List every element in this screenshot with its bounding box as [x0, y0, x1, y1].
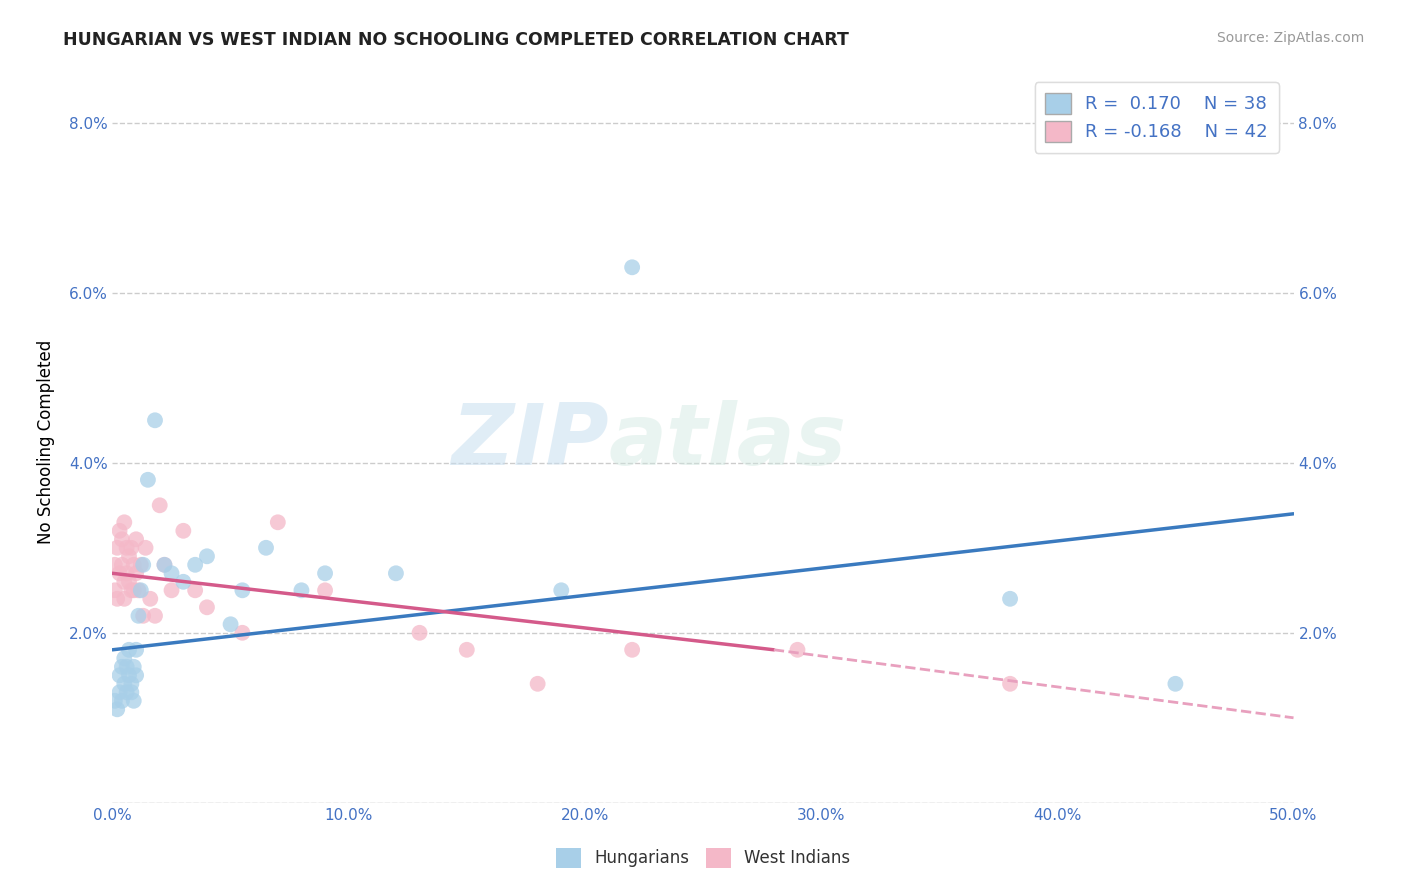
Point: [139, 591, 162, 606]
Point: [129, 583, 152, 598]
Point: [153, 558, 176, 572]
Point: [120, 685, 142, 699]
Point: [385, 566, 408, 581]
Point: [149, 498, 172, 512]
Point: [105, 541, 128, 555]
Point: [111, 558, 134, 572]
Text: ZIP: ZIP: [451, 400, 609, 483]
Point: [120, 583, 142, 598]
Text: HUNGARIAN VS WEST INDIAN NO SCHOOLING COMPLETED CORRELATION CHART: HUNGARIAN VS WEST INDIAN NO SCHOOLING CO…: [63, 31, 849, 49]
Point: [143, 608, 166, 623]
Point: [104, 694, 127, 708]
Point: [456, 642, 478, 657]
Point: [108, 524, 131, 538]
Point: [118, 549, 141, 564]
Point: [120, 541, 142, 555]
Point: [172, 524, 194, 538]
Point: [122, 660, 145, 674]
Text: Source: ZipAtlas.com: Source: ZipAtlas.com: [1216, 31, 1364, 45]
Point: [621, 260, 644, 275]
Point: [550, 583, 572, 598]
Point: [526, 677, 548, 691]
Point: [108, 668, 131, 682]
Point: [104, 583, 127, 598]
Point: [786, 642, 808, 657]
Point: [184, 558, 207, 572]
Point: [125, 533, 148, 547]
Point: [231, 625, 253, 640]
Point: [1164, 677, 1187, 691]
Point: [132, 558, 155, 572]
Point: [111, 694, 134, 708]
Point: [105, 591, 128, 606]
Point: [998, 591, 1021, 606]
Point: [115, 660, 138, 674]
Point: [108, 685, 131, 699]
Point: [125, 566, 148, 581]
Point: [120, 677, 142, 691]
Point: [184, 583, 207, 598]
Point: [111, 533, 134, 547]
Point: [254, 541, 277, 555]
Point: [112, 574, 135, 589]
Point: [118, 668, 141, 682]
Legend: Hungarians, West Indians: Hungarians, West Indians: [550, 841, 856, 875]
Point: [112, 677, 135, 691]
Point: [132, 608, 155, 623]
Point: [127, 583, 149, 598]
Point: [172, 574, 194, 589]
Point: [408, 625, 430, 640]
Point: [104, 558, 127, 572]
Point: [998, 677, 1021, 691]
Legend: R =  0.170    N = 38, R = -0.168    N = 42: R = 0.170 N = 38, R = -0.168 N = 42: [1035, 82, 1278, 153]
Point: [122, 558, 145, 572]
Point: [195, 549, 218, 564]
Point: [122, 694, 145, 708]
Point: [112, 516, 135, 530]
Point: [125, 642, 148, 657]
Point: [314, 583, 336, 598]
Point: [143, 413, 166, 427]
Text: atlas: atlas: [609, 400, 846, 483]
Point: [219, 617, 242, 632]
Point: [118, 642, 141, 657]
Point: [136, 473, 159, 487]
Point: [118, 574, 141, 589]
Point: [112, 591, 135, 606]
Point: [314, 566, 336, 581]
Point: [160, 566, 183, 581]
Point: [290, 583, 312, 598]
Point: [153, 558, 176, 572]
Point: [160, 583, 183, 598]
Y-axis label: No Schooling Completed: No Schooling Completed: [37, 340, 55, 543]
Point: [111, 660, 134, 674]
Point: [122, 583, 145, 598]
Point: [135, 541, 157, 555]
Point: [105, 702, 128, 716]
Point: [621, 642, 644, 657]
Point: [127, 608, 149, 623]
Point: [115, 541, 138, 555]
Point: [231, 583, 253, 598]
Point: [108, 566, 131, 581]
Point: [112, 651, 135, 665]
Point: [115, 566, 138, 581]
Point: [115, 685, 138, 699]
Point: [129, 558, 152, 572]
Point: [267, 516, 290, 530]
Point: [195, 600, 218, 615]
Point: [125, 668, 148, 682]
